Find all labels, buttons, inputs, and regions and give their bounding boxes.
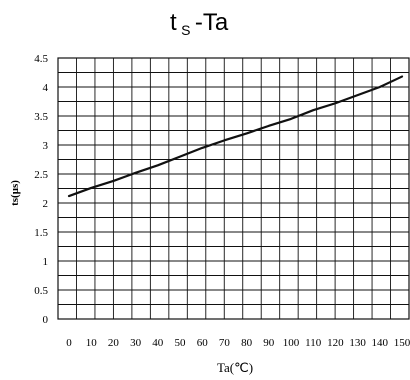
y-tick-label: 2.5 — [34, 169, 48, 181]
series-layer — [67, 75, 404, 198]
chart-title-main: t — [170, 9, 177, 36]
x-tick-label: 0 — [66, 337, 72, 349]
plot-border — [57, 57, 410, 320]
x-tick-label: 10 — [86, 337, 98, 349]
x-tick-label: 60 — [197, 337, 209, 349]
x-tick-label: 50 — [175, 337, 187, 349]
x-tick-label: 20 — [108, 337, 120, 349]
grid — [58, 58, 409, 319]
x-tick-label: 150 — [394, 337, 410, 349]
x-tick-labels: 0 10 20 30 40 50 60 70 80 90 100 110 120 130 140 150 — [66, 337, 410, 349]
x-tick-label: 70 — [219, 337, 231, 349]
y-tick-label: 3 — [43, 140, 49, 152]
chart-title-subscript: S — [181, 22, 190, 38]
y-tick-label: 2 — [43, 198, 49, 210]
y-tick-label: 4 — [43, 82, 49, 94]
x-tick-label: 40 — [152, 337, 164, 349]
y-tick-label: 1 — [43, 256, 49, 268]
x-tick-label: 130 — [349, 337, 366, 349]
y-tick-label: 3.5 — [34, 111, 48, 123]
x-tick-label: 80 — [241, 337, 253, 349]
y-tick-labels: 0 0.5 1 1.5 2 2.5 3 3.5 4 4.5 — [34, 53, 48, 326]
y-axis-label: ts(μs) — [9, 180, 21, 206]
x-tick-label: 90 — [263, 337, 275, 349]
y-tick-label: 0 — [43, 314, 49, 326]
y-tick-label: 1.5 — [34, 227, 48, 239]
y-tick-label: 4.5 — [34, 53, 48, 65]
y-axis-label-group: ts(μs) — [9, 180, 21, 206]
x-tick-label: 140 — [372, 337, 389, 349]
y-tick-label: 0.5 — [34, 285, 48, 297]
x-tick-label: 110 — [305, 337, 322, 349]
x-axis-label: Ta(℃) — [217, 360, 253, 375]
x-tick-label: 100 — [283, 337, 300, 349]
chart-title-rest: -Ta — [195, 9, 229, 36]
axes — [57, 57, 410, 320]
x-tick-label: 120 — [327, 337, 344, 349]
x-tick-label: 30 — [130, 337, 142, 349]
series-line — [67, 75, 404, 198]
chart-title: t S -Ta — [170, 9, 229, 39]
